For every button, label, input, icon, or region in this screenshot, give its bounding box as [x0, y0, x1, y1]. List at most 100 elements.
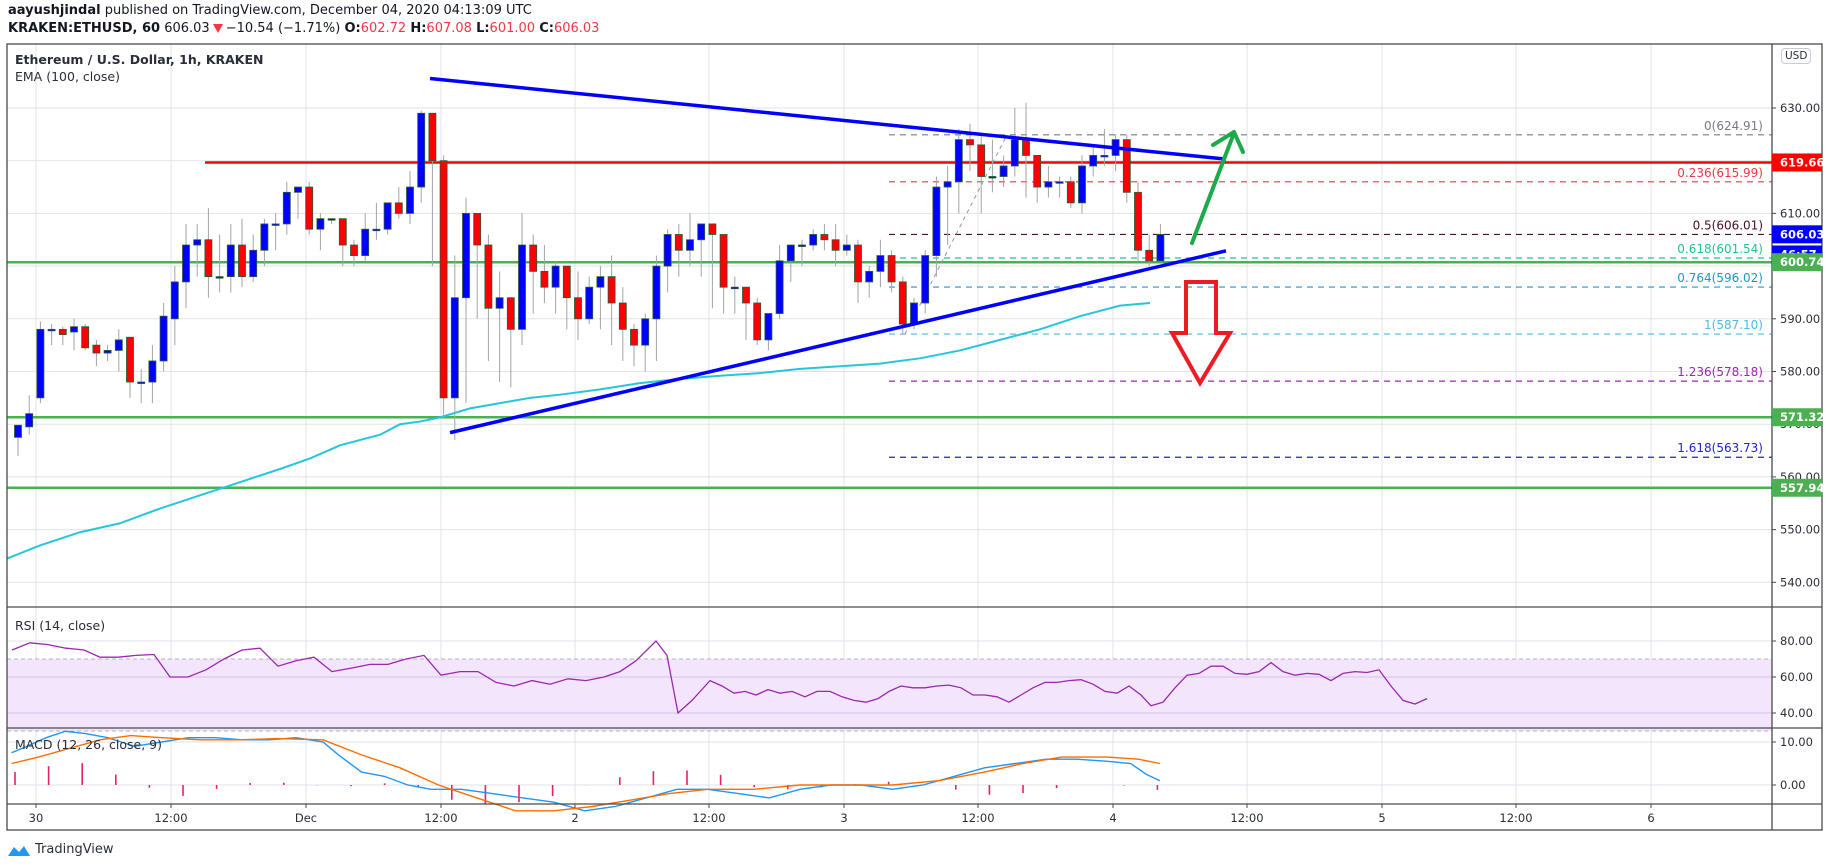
last-price: 606.03	[164, 21, 210, 36]
symbol: KRAKEN:ETHUSD, 60	[8, 21, 161, 36]
candle-down	[831, 239, 840, 251]
candle-up	[775, 260, 784, 314]
publish-info: aayushjindal published on TradingView.co…	[8, 3, 532, 18]
macd-legend[interactable]: MACD (12, 26, close, 9)	[15, 737, 162, 752]
candle-up	[383, 202, 392, 230]
macd-line	[11, 730, 1161, 812]
rsi-line	[11, 640, 1428, 715]
candle-up	[1156, 234, 1165, 262]
candle-down	[719, 234, 728, 288]
candle-down	[607, 276, 616, 304]
open-label: O:	[344, 21, 361, 36]
candle-up	[697, 223, 706, 241]
candle-up	[518, 244, 526, 330]
candle-up	[249, 249, 258, 278]
axis-macd-label: 10.00	[1780, 735, 1813, 749]
time-label: 2	[571, 811, 578, 825]
candle-up	[137, 381, 146, 384]
time-axis[interactable]: 30 12:00 Dec 12:00 2 12:00 3 12:00 4 12:00 5 12:00 6	[29, 804, 1655, 825]
time-label: 12:00	[154, 811, 187, 825]
axis-price-label: 550.00	[1780, 523, 1820, 537]
candle-up	[1055, 181, 1064, 184]
time-label: Dec	[295, 811, 317, 825]
candle-up	[652, 265, 661, 320]
low-value: 601.00	[489, 21, 536, 36]
candle-up	[14, 424, 22, 438]
ema-legend[interactable]: EMA (100, close)	[15, 69, 120, 84]
close-label: C:	[539, 21, 554, 36]
candle-up	[406, 186, 414, 214]
logo-text: TradingView	[35, 842, 114, 857]
candle-down	[81, 326, 90, 349]
candle-up	[954, 139, 963, 183]
candle-up	[294, 186, 302, 193]
ema-100-line	[6, 301, 1151, 560]
tradingview-logo[interactable]: TradingView	[7, 842, 114, 857]
candle-up	[282, 191, 291, 225]
tradingview-cloud-icon	[8, 845, 30, 856]
axis-rsi-label: 60.00	[1780, 670, 1813, 684]
candle-down	[529, 244, 538, 272]
candle-up	[988, 176, 997, 179]
candle-down	[58, 328, 67, 336]
price-label-text: 557.94	[1780, 481, 1824, 495]
candle-down	[742, 286, 750, 304]
candle-down	[562, 265, 571, 299]
time-label: 12:00	[961, 811, 994, 825]
candle-down	[753, 302, 762, 341]
candle-down	[1145, 249, 1154, 262]
candle-up	[495, 297, 504, 309]
candle-up	[25, 413, 34, 428]
high-value: 607.08	[426, 21, 472, 36]
candle-up	[842, 244, 851, 251]
time-label: 12:00	[424, 811, 457, 825]
axis-price-label: 540.00	[1780, 575, 1820, 589]
candle-up	[686, 239, 694, 251]
arrow-down-icon[interactable]	[1168, 280, 1234, 387]
fibonacci-retracement[interactable]: 0(624.91) 0.236(615.99) 0.5(606.01) 0.618(6…	[889, 119, 1772, 458]
open-value: 602.72	[360, 21, 407, 36]
time-label: 12:00	[692, 811, 725, 825]
candle-up	[226, 244, 235, 278]
arrow-up-icon[interactable]	[1190, 130, 1245, 245]
candle-down	[126, 336, 134, 383]
low-label: L:	[476, 21, 490, 36]
fib-level-label: 1.236(578.18)	[1677, 365, 1763, 379]
candle-up	[417, 112, 426, 188]
candle-up	[1078, 165, 1086, 204]
time-label: 6	[1647, 811, 1654, 825]
axis-price-label: 610.00	[1780, 206, 1820, 220]
trendlines[interactable]	[429, 76, 1227, 435]
annotation-arrows[interactable]	[1168, 130, 1245, 387]
rsi-band	[7, 658, 1772, 732]
candle-down	[238, 244, 246, 278]
candlesticks[interactable]	[14, 102, 1165, 456]
chart-title: Ethereum / U.S. Dollar, 1h, KRAKEN	[15, 52, 264, 67]
candle-up	[730, 286, 739, 290]
candle-up	[271, 223, 280, 226]
candle-down	[854, 244, 862, 283]
fib-level-label: 0.5(606.01)	[1693, 218, 1763, 232]
currency-button[interactable]: USD	[1781, 48, 1812, 64]
candle-up	[462, 212, 470, 299]
candle-up	[1089, 155, 1098, 167]
axis-rsi-label: 40.00	[1780, 706, 1813, 720]
close-value: 606.03	[553, 21, 600, 36]
candle-down	[977, 144, 986, 177]
candle-down	[887, 255, 896, 283]
price-label-text: 606.03	[1780, 227, 1824, 241]
price-axis[interactable]: 540.00550.00560.00570.00580.00590.00600.…	[1772, 101, 1824, 792]
down-triangle-icon	[212, 24, 223, 33]
candle-up	[170, 281, 179, 320]
rsi-legend[interactable]: RSI (14, close)	[15, 618, 106, 633]
candle-up	[148, 360, 157, 383]
candle-up	[943, 181, 952, 188]
time-label: 5	[1378, 811, 1385, 825]
candle-up	[932, 186, 941, 256]
candle-down	[506, 297, 515, 330]
price-change: −10.54 (−1.71%)	[225, 21, 341, 36]
chart-frame	[6, 43, 1823, 831]
author-name[interactable]: aayushjindal	[8, 3, 101, 18]
horizontal-lines	[7, 161, 1772, 490]
